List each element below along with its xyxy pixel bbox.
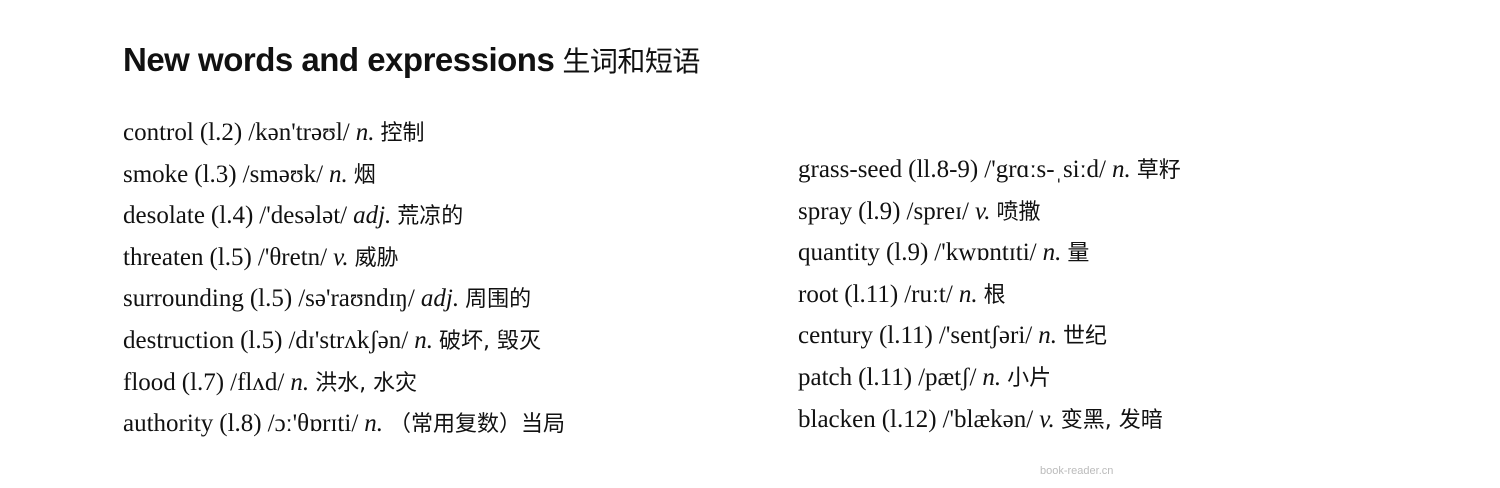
vocab-entry: destruction (l.5)/dɪ'strʌkʃən/n. 破坏, 毁灭 [123, 326, 571, 368]
word: desolate [123, 202, 205, 230]
phonetic: /'grɑːs-ˌsiːd/ [984, 156, 1107, 183]
line-ref: (l.8) [219, 410, 262, 438]
meaning: 破坏, 毁灭 [438, 328, 541, 354]
vocab-entry: flood (l.7)/flʌd/n. 洪水, 水灾 [123, 368, 571, 410]
meaning: 喷撒 [996, 199, 1041, 225]
phonetic: /'blækən/ [942, 405, 1034, 433]
word: century [798, 322, 873, 350]
title-chinese: 生词和短语 [562, 45, 700, 78]
vocab-entry: grass-seed (ll.8-9)/'grɑːs-ˌsiːd/n. 草籽 [798, 155, 1187, 197]
meaning: 世纪 [1063, 324, 1108, 350]
meaning: 洪水, 水灾 [315, 370, 418, 396]
phonetic: /ruːt/ [904, 280, 953, 308]
phonetic: /'θretn/ [257, 243, 328, 271]
line-ref: (l.3) [194, 160, 237, 188]
page-title: New words and expressions 生词和短语 [123, 40, 700, 80]
word: destruction [123, 326, 235, 354]
part-of-speech: n. [364, 410, 384, 438]
part-of-speech: v. [1039, 405, 1055, 433]
vocab-column-left: control (l.2)/kən'trəʊl/n. 控制 smoke (l.3)/sm… [123, 118, 571, 451]
vocab-column-right: grass-seed (ll.8-9)/'grɑːs-ˌsiːd/n. 草籽 spra… [798, 155, 1187, 446]
meaning: （常用复数）当局 [389, 412, 566, 438]
vocab-entry: blacken (l.12)/'blækən/v. 变黑, 发暗 [798, 405, 1187, 447]
part-of-speech: n. [355, 119, 375, 146]
vocab-entry: desolate (l.4)/'desələt/adj. 荒凉的 [123, 201, 571, 243]
part-of-speech: adj. [420, 285, 460, 313]
phonetic: /'kwɒntɪti/ [934, 239, 1037, 267]
title-english: New words and expressions [123, 41, 555, 78]
meaning: 烟 [353, 162, 376, 188]
part-of-speech: v. [333, 243, 349, 271]
line-ref: (l.11) [858, 363, 913, 391]
phonetic: /sməʊk/ [242, 160, 324, 188]
phonetic: /flʌd/ [230, 368, 285, 396]
word: blacken [798, 405, 876, 433]
vocab-entry: century (l.11)/'sentʃəri/n. 世纪 [798, 321, 1187, 363]
line-ref: (l.11) [844, 280, 899, 308]
meaning: 变黑, 发暗 [1060, 407, 1163, 433]
meaning: 威胁 [354, 245, 399, 271]
line-ref: (l.5) [240, 326, 283, 354]
word: control [123, 119, 194, 146]
vocab-entry: root (l.11)/ruːt/n. 根 [798, 280, 1187, 322]
vocab-entry: threaten (l.5)/'θretn/v. 威胁 [123, 243, 571, 285]
part-of-speech: n. [982, 363, 1002, 391]
meaning: 控制 [380, 121, 425, 146]
word: quantity [798, 239, 880, 267]
phonetic: /ɔː'θɒrɪti/ [267, 410, 359, 438]
phonetic: /kən'trəʊl/ [248, 119, 350, 146]
meaning: 草籽 [1136, 158, 1181, 183]
word: smoke [123, 160, 189, 188]
meaning: 根 [983, 282, 1006, 308]
word: authority [123, 410, 214, 438]
line-ref: (l.12) [881, 405, 937, 433]
meaning: 量 [1067, 241, 1090, 267]
word: surrounding [123, 285, 244, 313]
vocab-entry: quantity (l.9)/'kwɒntɪti/n. 量 [798, 238, 1187, 280]
phonetic: /sə'raʊndɪŋ/ [298, 285, 415, 313]
vocab-entry: surrounding (l.5)/sə'raʊndɪŋ/adj. 周围的 [123, 284, 571, 326]
vocab-entry: spray (l.9)/spreɪ/v. 喷撒 [798, 197, 1187, 239]
vocab-entry: smoke (l.3)/sməʊk/n. 烟 [123, 160, 571, 202]
line-ref: (l.5) [209, 243, 252, 271]
part-of-speech: n. [1042, 239, 1062, 267]
line-ref: (l.11) [878, 322, 933, 350]
watermark: book-reader.cn [1040, 465, 1114, 477]
part-of-speech: n. [1112, 156, 1131, 183]
phonetic: /pætʃ/ [918, 363, 977, 391]
word: root [798, 280, 839, 308]
line-ref: (l.4) [210, 202, 254, 230]
phonetic: /dɪ'strʌkʃən/ [288, 326, 409, 354]
part-of-speech: adj. [353, 202, 392, 230]
phonetic: /'desələt/ [259, 202, 348, 230]
part-of-speech: v. [975, 197, 991, 225]
phonetic: /'sentʃəri/ [938, 322, 1033, 350]
line-ref: (ll.8-9) [908, 156, 979, 183]
meaning: 小片 [1007, 365, 1052, 391]
line-ref: (l.9) [858, 197, 901, 225]
line-ref: (l.5) [249, 285, 293, 313]
word: patch [798, 363, 853, 391]
word: flood [123, 368, 176, 396]
line-ref: (l.2) [199, 119, 243, 146]
vocab-entry: control (l.2)/kən'trəʊl/n. 控制 [123, 118, 571, 160]
part-of-speech: n. [1038, 322, 1057, 350]
line-ref: (l.7) [181, 368, 225, 396]
line-ref: (l.9) [885, 239, 929, 267]
word: grass-seed [798, 156, 903, 183]
meaning: 荒凉的 [397, 204, 464, 230]
vocab-entry: patch (l.11)/pætʃ/n. 小片 [798, 363, 1187, 405]
part-of-speech: n. [414, 326, 433, 354]
part-of-speech: n. [290, 368, 310, 396]
vocab-entry: authority (l.8)/ɔː'θɒrɪti/n. （常用复数）当局 [123, 409, 571, 451]
part-of-speech: n. [329, 160, 348, 188]
phonetic: /spreɪ/ [906, 197, 970, 225]
meaning: 周围的 [465, 287, 532, 313]
word: threaten [123, 243, 204, 271]
part-of-speech: n. [958, 280, 978, 308]
word: spray [798, 197, 853, 225]
